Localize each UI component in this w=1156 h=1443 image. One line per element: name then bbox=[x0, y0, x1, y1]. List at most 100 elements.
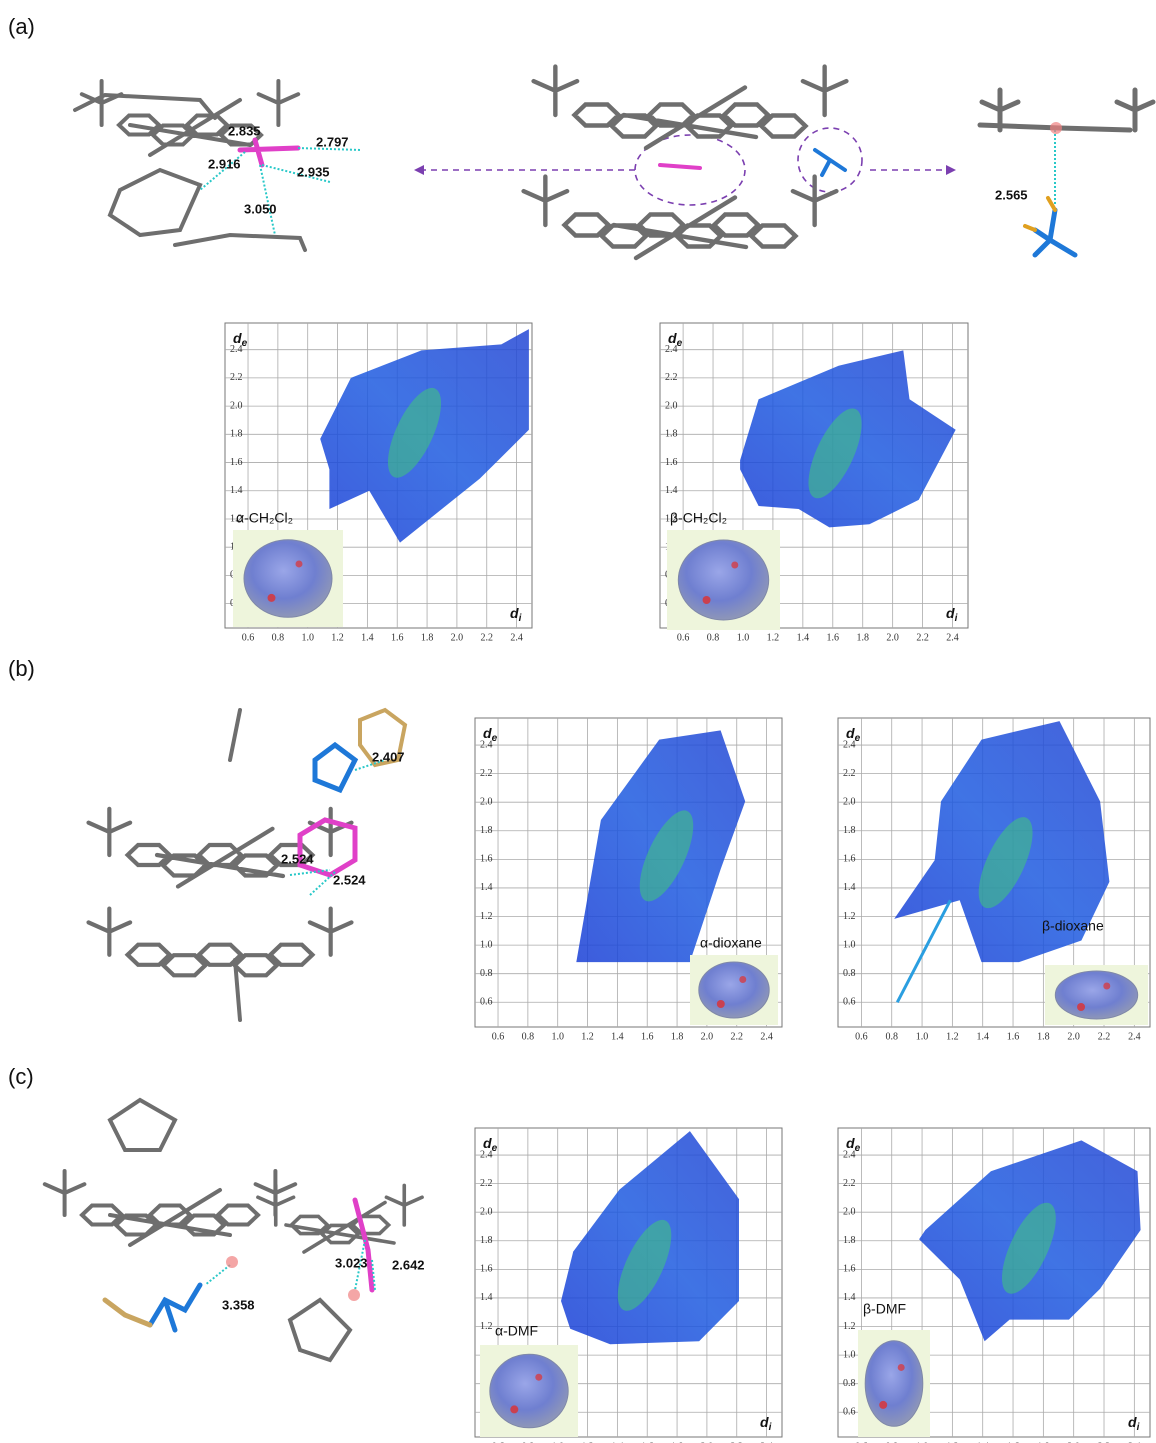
contact-spot bbox=[268, 594, 276, 602]
y-tick-label: 1.4 bbox=[230, 485, 243, 496]
x-tick-label: 1.4 bbox=[797, 632, 810, 643]
x-tick-label: 0.8 bbox=[707, 632, 720, 643]
contact-spot bbox=[731, 562, 738, 569]
x-tick-label: 0.8 bbox=[272, 632, 285, 643]
panel-label: (a) bbox=[8, 14, 35, 39]
molecule-bonds bbox=[524, 177, 837, 258]
x-tick-label: 2.2 bbox=[1098, 1031, 1111, 1042]
compound-label: β-CH₂Cl₂ bbox=[670, 510, 727, 526]
compound-label: β-dioxane bbox=[1042, 918, 1104, 934]
molecule bbox=[45, 1171, 295, 1245]
x-tick-label: 1.8 bbox=[1037, 1031, 1050, 1042]
x-tick-label: 1.8 bbox=[421, 632, 434, 643]
fingerprint-plot: 0.60.60.80.81.01.01.21.21.41.41.61.61.81… bbox=[475, 718, 782, 1042]
y-tick-label: 1.0 bbox=[843, 1349, 856, 1360]
x-tick-label: 2.4 bbox=[946, 632, 959, 643]
axis-subscript: e bbox=[677, 338, 683, 349]
y-tick-label: 1.6 bbox=[480, 1264, 493, 1275]
y-tick-label: 1.2 bbox=[480, 1321, 493, 1332]
axis-subscript: e bbox=[855, 1143, 861, 1154]
solvent-fragment bbox=[150, 1285, 200, 1330]
panel-label: (c) bbox=[8, 1064, 34, 1089]
y-tick-label: 1.4 bbox=[480, 882, 493, 893]
distance-label: 2.916 bbox=[208, 156, 241, 171]
x-tick-label: 2.2 bbox=[480, 632, 493, 643]
x-tick-label: 0.8 bbox=[885, 1031, 898, 1042]
x-tick-label: 2.4 bbox=[1128, 1031, 1141, 1042]
x-tick-label: 1.4 bbox=[976, 1031, 989, 1042]
x-tick-label: 1.6 bbox=[391, 632, 404, 643]
solvent-fragment bbox=[110, 170, 200, 235]
x-tick-label: 2.2 bbox=[730, 1031, 743, 1042]
fingerprint-plot: 0.60.60.80.81.01.01.21.21.41.41.61.61.81… bbox=[838, 718, 1150, 1042]
y-tick-label: 2.0 bbox=[480, 796, 493, 807]
hirshfeld-surface bbox=[490, 1354, 568, 1428]
x-tick-label: 1.2 bbox=[331, 632, 344, 643]
y-tick-label: 1.2 bbox=[843, 911, 856, 922]
y-tick-label: 2.2 bbox=[480, 1178, 493, 1189]
contact-spot bbox=[879, 1401, 887, 1409]
y-tick-label: 0.6 bbox=[480, 997, 493, 1008]
contact-spot bbox=[898, 1364, 905, 1371]
contact-spot bbox=[1103, 983, 1110, 990]
y-tick-label: 0.8 bbox=[843, 968, 856, 979]
contact-spot bbox=[739, 976, 746, 983]
y-tick-label: 2.0 bbox=[843, 796, 856, 807]
y-tick-label: 2.2 bbox=[230, 372, 243, 383]
x-tick-label: 1.0 bbox=[737, 632, 750, 643]
x-tick-label: 2.4 bbox=[760, 1031, 773, 1042]
x-tick-label: 1.0 bbox=[301, 632, 314, 643]
contact-line bbox=[260, 165, 275, 235]
x-tick-label: 1.4 bbox=[611, 1031, 624, 1042]
y-tick-label: 1.6 bbox=[230, 457, 243, 468]
distance-label: 3.050 bbox=[244, 201, 277, 216]
panel-label: (b) bbox=[8, 656, 35, 681]
solvent-fragment bbox=[175, 235, 305, 250]
x-tick-label: 0.6 bbox=[242, 632, 255, 643]
x-tick-label: 1.2 bbox=[767, 632, 780, 643]
x-tick-label: 0.6 bbox=[677, 632, 690, 643]
x-tick-label: 0.8 bbox=[522, 1031, 535, 1042]
molecule-bonds bbox=[258, 1185, 422, 1252]
compound-label: α-CH₂Cl₂ bbox=[236, 510, 293, 526]
axis-subscript: e bbox=[855, 733, 861, 744]
axis-subscript: i bbox=[1137, 1422, 1140, 1433]
distance-label: 2.524 bbox=[281, 851, 314, 866]
contact-spot bbox=[703, 596, 711, 604]
distance-label: 3.023 bbox=[335, 1255, 368, 1270]
hirshfeld-surface bbox=[699, 962, 769, 1018]
y-tick-label: 1.8 bbox=[480, 825, 493, 836]
axis-subscript: e bbox=[242, 338, 248, 349]
y-tick-label: 1.8 bbox=[665, 429, 678, 440]
y-tick-label: 1.4 bbox=[843, 1292, 856, 1303]
x-tick-label: 1.0 bbox=[551, 1031, 564, 1042]
molecule bbox=[89, 809, 352, 975]
x-tick-label: 0.6 bbox=[855, 1031, 868, 1042]
y-tick-label: 0.6 bbox=[843, 1407, 856, 1418]
centroid bbox=[226, 1256, 238, 1268]
solvent-fragment bbox=[315, 745, 355, 790]
y-tick-label: 1.0 bbox=[480, 939, 493, 950]
y-tick-label: 1.2 bbox=[843, 1321, 856, 1332]
fingerprint-plot: 0.60.60.80.81.01.01.21.21.41.41.61.61.81… bbox=[660, 323, 968, 643]
solvent-fragment bbox=[815, 150, 845, 175]
distance-label: 2.524 bbox=[333, 872, 366, 887]
y-tick-label: 1.4 bbox=[843, 882, 856, 893]
compound-label: α-dioxane bbox=[700, 935, 762, 951]
axis-subscript: e bbox=[492, 1143, 498, 1154]
x-tick-label: 1.6 bbox=[1007, 1031, 1020, 1042]
y-tick-label: 2.2 bbox=[665, 372, 678, 383]
contact-line bbox=[310, 872, 335, 895]
x-tick-label: 1.2 bbox=[946, 1031, 959, 1042]
y-tick-label: 0.6 bbox=[843, 997, 856, 1008]
y-tick-label: 1.4 bbox=[480, 1292, 493, 1303]
distance-label: 2.565 bbox=[995, 187, 1028, 202]
y-tick-label: 1.0 bbox=[843, 939, 856, 950]
x-tick-label: 1.6 bbox=[641, 1031, 654, 1042]
x-tick-label: 1.0 bbox=[916, 1031, 929, 1042]
y-tick-label: 0.8 bbox=[843, 1378, 856, 1389]
solvent-fragment bbox=[105, 1300, 150, 1325]
x-tick-label: 2.0 bbox=[1067, 1031, 1080, 1042]
x-tick-label: 1.6 bbox=[827, 632, 840, 643]
y-tick-label: 2.2 bbox=[843, 1178, 856, 1189]
